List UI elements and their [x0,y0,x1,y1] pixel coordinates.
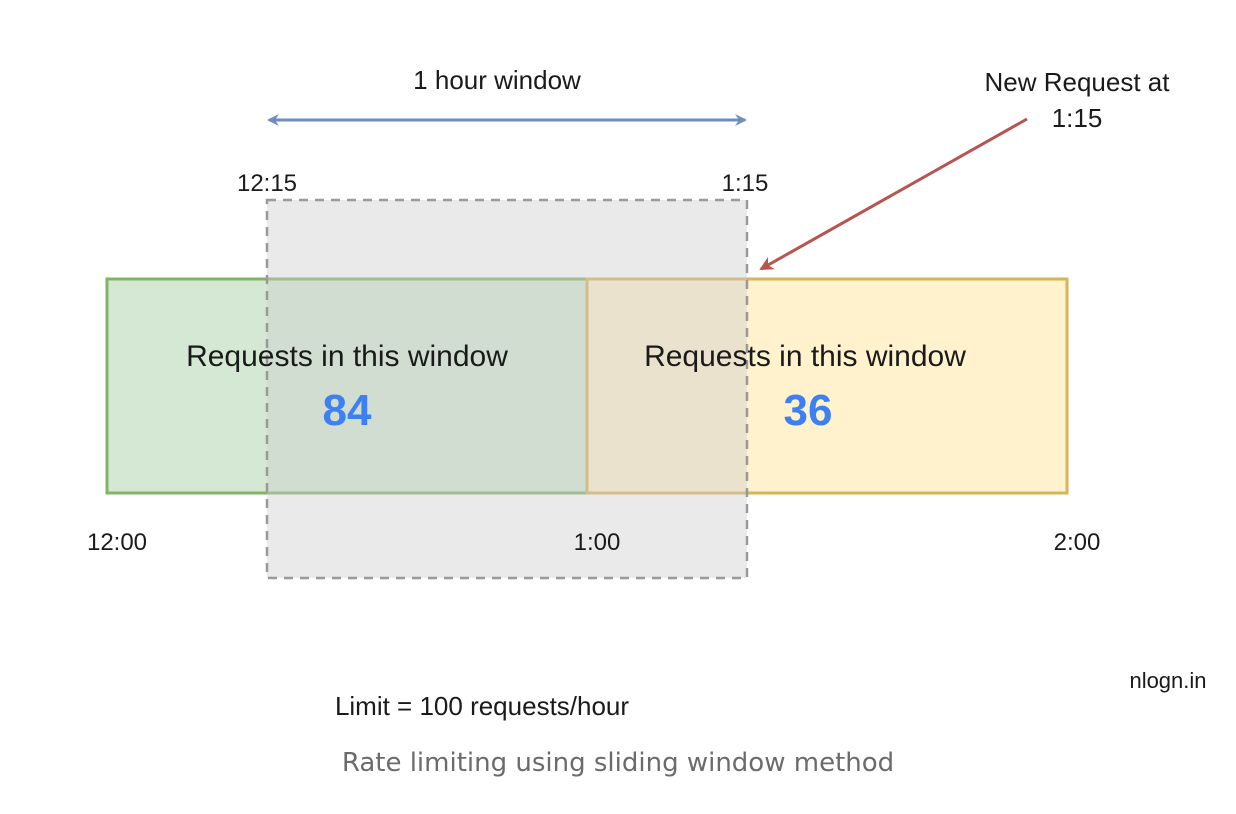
timeline-middle-label: 1:00 [574,529,621,556]
right-box-label: Requests in this window [644,340,966,373]
timeline-start-label: 12:00 [87,529,147,556]
right-box-count: 36 [784,386,833,435]
window-start-label: 12:15 [237,170,297,197]
new-request-label-line1: New Request at [985,67,1171,97]
left-box-count: 84 [323,386,372,435]
watermark: nlogn.in [1129,668,1206,693]
timeline-end-label: 2:00 [1054,529,1101,556]
window-end-label: 1:15 [722,170,769,197]
figure-caption: Rate limiting using sliding window metho… [341,748,895,778]
left-box-label: Requests in this window [186,340,508,373]
limit-text: Limit = 100 requests/hour [335,691,629,721]
new-request-label-line2: 1:15 [1052,103,1103,133]
sliding-window-overlay [265,198,749,580]
right-window-box [585,277,1069,495]
left-window-box [105,277,589,495]
window-label: 1 hour window [413,65,581,95]
sliding-window-diagram: 1 hour window New Request at 1:15 12:15 … [87,65,1207,721]
new-request-arrow [759,117,1028,271]
